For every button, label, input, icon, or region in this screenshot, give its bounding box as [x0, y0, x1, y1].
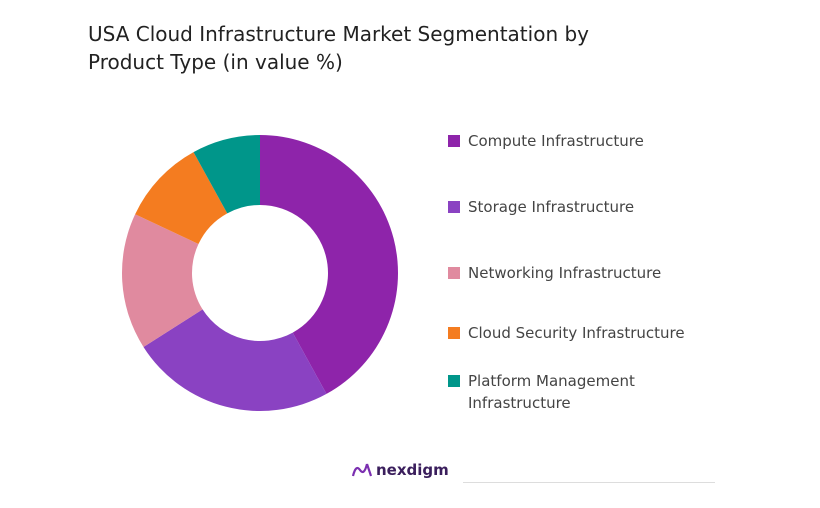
legend-item: Cloud Security Infrastructure — [448, 322, 685, 344]
chart — [122, 135, 398, 412]
legend-item: Storage Infrastructure — [448, 196, 634, 218]
legend-swatch — [448, 201, 460, 213]
donut-slice — [193, 135, 260, 214]
chart-title: USA Cloud Infrastructure Market Segmenta… — [88, 22, 590, 74]
donut-slice — [122, 214, 203, 347]
legend-item: Compute Infrastructure — [448, 130, 644, 152]
brand-name: nexdigm — [376, 461, 449, 479]
divider — [463, 482, 715, 483]
brand: nexdigm — [350, 460, 449, 480]
legend-swatch — [448, 267, 460, 279]
legend-item: Platform Management Infrastructure — [448, 370, 648, 414]
donut-slice — [143, 309, 327, 412]
legend-label: Storage Infrastructure — [468, 198, 635, 216]
legend-swatch — [448, 135, 460, 147]
legend-item: Networking Infrastructure — [448, 262, 661, 284]
legend-swatch — [448, 375, 460, 387]
legend-label: Networking Infrastructure — [468, 264, 662, 282]
legend-label: Cloud Security Infrastructure — [468, 324, 685, 342]
donut-slice — [135, 152, 228, 245]
legend-swatch — [448, 327, 460, 339]
brand-icon — [351, 463, 373, 477]
legend-label: Platform Management Infrastructure — [468, 372, 635, 412]
donut-slice — [260, 135, 398, 394]
legend-label: Compute Infrastructure — [468, 132, 644, 150]
